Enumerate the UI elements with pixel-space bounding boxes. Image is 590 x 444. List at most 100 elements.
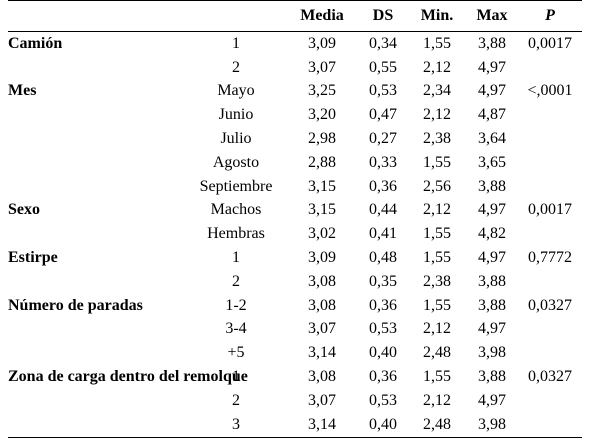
p-value: [518, 389, 582, 413]
level-label: Agosto: [212, 153, 260, 171]
header-level: [186, 0, 286, 32]
p-value: <,0001: [527, 82, 573, 100]
p-value: [518, 318, 582, 342]
header-p: P: [518, 0, 582, 32]
table-row: 3-4 3,07 0,53 2,12 4,97: [8, 318, 582, 342]
table-row: Camión 1 3,09 0,34 1,55 3,88 0,0017: [8, 32, 582, 56]
level-label: 2: [232, 272, 240, 290]
min-value: 2,34: [423, 82, 451, 100]
table-body: Camión 1 3,09 0,34 1,55 3,88 0,0017 2 3,…: [8, 32, 582, 438]
group-label: Camión: [8, 34, 63, 52]
p-value: [518, 341, 582, 365]
p-value: [518, 127, 582, 151]
max-value: 4,97: [478, 201, 506, 219]
media-value: 3,07: [308, 320, 336, 338]
p-value: [518, 103, 582, 127]
group-label: Estirpe: [8, 249, 58, 267]
p-value: 0,0017: [528, 201, 572, 219]
min-value: 1,55: [423, 296, 451, 314]
ds-value: 0,41: [369, 225, 397, 243]
p-value: [518, 270, 582, 294]
ds-value: 0,53: [369, 82, 397, 100]
media-value: 3,09: [308, 34, 336, 52]
table-row: Septiembre 3,15 0,36 2,56 3,88: [8, 175, 582, 199]
level-label: Hembras: [207, 225, 265, 243]
media-value: 2,98: [308, 130, 336, 148]
ds-value: 0,36: [369, 368, 397, 386]
ds-value: 0,40: [369, 344, 397, 362]
max-value: 3,98: [478, 344, 506, 362]
ds-value: 0,53: [369, 391, 397, 409]
level-label: Machos: [210, 201, 262, 219]
media-value: 3,07: [308, 391, 336, 409]
min-value: 2,12: [423, 106, 451, 124]
media-value: 3,25: [308, 82, 336, 100]
max-value: 3,88: [478, 368, 506, 386]
ds-value: 0,33: [369, 153, 397, 171]
media-value: 3,08: [308, 368, 336, 386]
media-value: 3,08: [308, 296, 336, 314]
media-value: 3,15: [308, 201, 336, 219]
media-value: 3,07: [308, 58, 336, 76]
max-value: 4,87: [478, 106, 506, 124]
p-value: [518, 222, 582, 246]
max-value: 3,98: [466, 412, 518, 438]
min-value: 2,12: [423, 201, 451, 219]
level-label: 1-2: [225, 296, 247, 314]
table-row: Sexo Machos 3,15 0,44 2,12 4,97 0,0017: [8, 199, 582, 223]
min-value: 2,12: [423, 391, 451, 409]
table-row: Hembras 3,02 0,41 1,55 4,82: [8, 222, 582, 246]
group-label: [8, 56, 186, 80]
min-value: 2,48: [408, 412, 466, 438]
ds-value: 0,36: [369, 296, 397, 314]
table-row: Número de paradas 1-2 3,08 0,36 1,55 3,8…: [8, 294, 582, 318]
ds-value: 0,35: [369, 272, 397, 290]
table-row: 2 3,07 0,53 2,12 4,97: [8, 389, 582, 413]
group-label: [8, 151, 186, 175]
min-value: 2,38: [423, 272, 451, 290]
min-value: 1,55: [423, 153, 451, 171]
ds-value: 0,53: [369, 320, 397, 338]
p-value: 0,0327: [528, 296, 572, 314]
table-row: Zona de carga dentro del remolque 1 3,08…: [8, 365, 582, 389]
max-value: 4,97: [478, 249, 506, 267]
p-value: [518, 151, 582, 175]
group-label: [8, 341, 186, 365]
group-label: [8, 103, 186, 127]
max-value: 4,82: [478, 225, 506, 243]
p-value: 0,0327: [528, 368, 572, 386]
media-value: 2,88: [308, 153, 336, 171]
header-media: Media: [286, 0, 358, 32]
ds-value: 0,36: [369, 177, 397, 195]
ds-value: 0,34: [369, 34, 397, 52]
header-max: Max: [466, 0, 518, 32]
media-value: 3,15: [308, 177, 336, 195]
group-label: [8, 270, 186, 294]
table-row: Junio 3,20 0,47 2,12 4,87: [8, 103, 582, 127]
min-value: 1,55: [423, 368, 451, 386]
ds-value: 0,27: [369, 130, 397, 148]
group-label: Mes: [8, 82, 37, 100]
ds-value: 0,55: [369, 58, 397, 76]
max-value: 4,97: [478, 320, 506, 338]
p-value: 0,0017: [528, 34, 572, 52]
group-label: Número de paradas: [8, 296, 143, 314]
header-group: [8, 0, 186, 32]
table-row: 2 3,08 0,35 2,38 3,88: [8, 270, 582, 294]
group-label: Zona de carga dentro del remolque: [8, 368, 248, 386]
level-label: 1: [232, 34, 240, 52]
p-value: [518, 56, 582, 80]
media-value: 3,14: [308, 344, 336, 362]
p-value: 0,7772: [528, 249, 572, 267]
level-label: Junio: [218, 106, 254, 124]
min-value: 2,56: [423, 177, 451, 195]
media-value: 3,09: [308, 249, 336, 267]
group-label: [8, 222, 186, 246]
table-row: 3 3,14 0,40 2,48 3,98: [8, 412, 582, 438]
ds-value: 0,40: [358, 412, 408, 438]
max-value: 3,65: [478, 153, 506, 171]
max-value: 3,88: [478, 272, 506, 290]
min-value: 2,12: [423, 58, 451, 76]
level-label: +5: [227, 344, 245, 362]
min-value: 2,48: [423, 344, 451, 362]
